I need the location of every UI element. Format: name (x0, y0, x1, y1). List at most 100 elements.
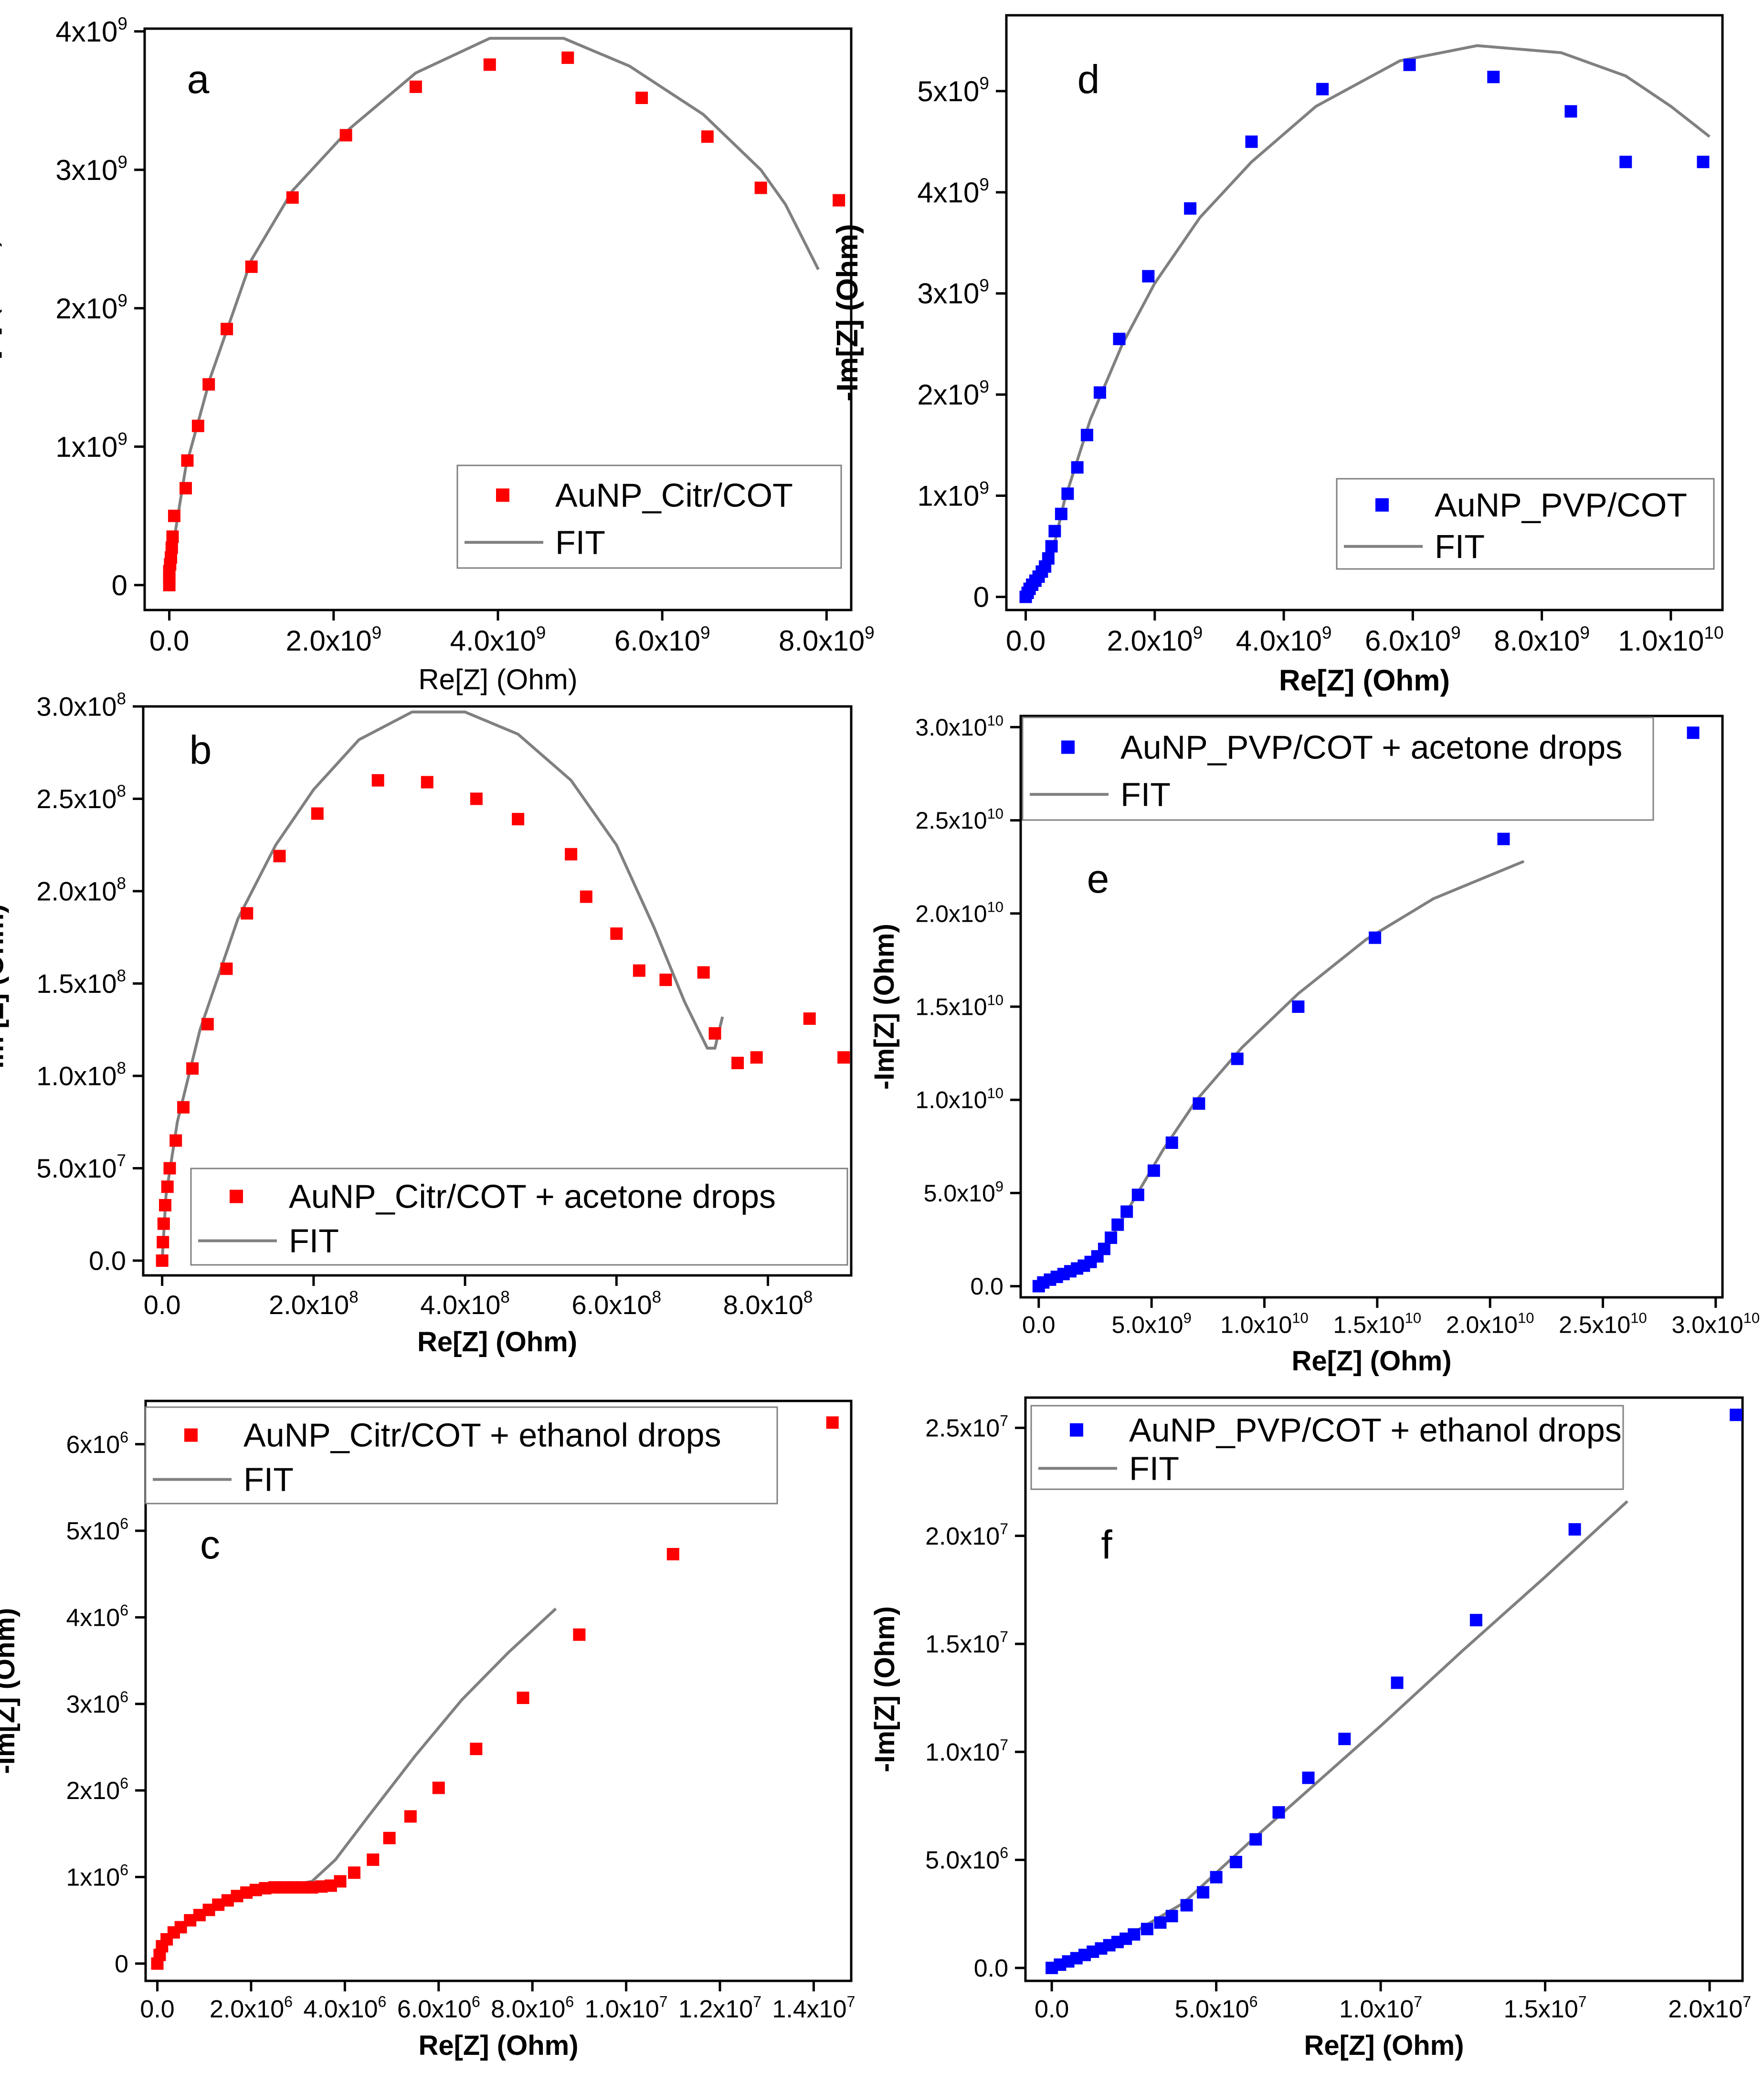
legend: AuNP_Citr/COT FIT (456, 464, 842, 569)
legend-box (1336, 478, 1715, 570)
legend-data-label: AuNP_PVP/COT + ethanol drops (1129, 1411, 1622, 1449)
legend-fit-label: FIT (289, 1222, 339, 1260)
data-point (157, 1236, 169, 1249)
y-axis-label: -Im[Z] (Ohm) (0, 237, 2, 401)
y-tick-label: 5.0x107 (36, 1151, 126, 1183)
y-tick-label: 1.5x1010 (915, 992, 1003, 1021)
x-tick-label: 0.0 (1006, 625, 1046, 657)
x-tick-label: 1.0x1010 (1220, 1310, 1309, 1338)
data-point (1245, 135, 1258, 148)
plot-frame (142, 705, 853, 1277)
x-tick-label: 0.0 (144, 1290, 181, 1320)
legend-fit-label: FIT (1435, 528, 1485, 565)
x-tick-label: 2.0x109 (285, 623, 381, 657)
x-tick-label: 2.0x1010 (1446, 1310, 1534, 1338)
x-tick-label: 6.0x109 (1365, 623, 1461, 657)
data-point (432, 1781, 445, 1794)
data-point (1165, 1136, 1178, 1149)
y-tick-label: 4x109 (917, 175, 989, 209)
x-tick-label: 1.5x107 (1504, 1993, 1587, 2023)
data-point (1165, 1910, 1178, 1923)
y-tick-label: 3x106 (66, 1688, 128, 1718)
x-tick-label: 8.0x109 (779, 623, 875, 657)
data-point (165, 541, 178, 554)
data-point (245, 260, 258, 273)
data-point (1369, 931, 1382, 944)
data-point (1141, 1923, 1153, 1936)
x-tick-label: 1.0x107 (585, 1993, 668, 2023)
data-point (1111, 1218, 1124, 1231)
data-point (421, 776, 433, 789)
x-axis-label: Re[Z] (Ohm) (1279, 664, 1450, 697)
data-point (166, 530, 179, 543)
data-point (754, 181, 767, 194)
data-point (1045, 540, 1058, 553)
y-tick-label: 1.5x107 (925, 1628, 1008, 1658)
data-point (1469, 1614, 1482, 1627)
data-point (1302, 1771, 1315, 1784)
y-axis-label: -Im[Z] (Ohm) (869, 924, 900, 1090)
legend: AuNP_Citr/COT + ethanol drops FIT (145, 1406, 778, 1505)
x-tick-label: 6.0x108 (572, 1288, 662, 1320)
data-point (565, 848, 578, 861)
data-point (1316, 83, 1329, 95)
data-point (1184, 202, 1197, 215)
x-tick-label: 4.0x109 (450, 623, 546, 657)
y-tick-label: 2.0x1010 (915, 898, 1003, 927)
legend-fit-label: FIT (1120, 776, 1171, 813)
legend-data-label: AuNP_Citr/COT + ethanol drops (243, 1417, 721, 1454)
panel-letter: d (1077, 57, 1100, 102)
data-point (837, 1051, 850, 1064)
y-tick-label: 3x109 (917, 276, 989, 310)
data-point (383, 1831, 396, 1844)
data-point (1487, 71, 1500, 84)
data-point (1080, 429, 1093, 442)
data-point (1131, 1189, 1144, 1201)
y-tick-label: 5.0x109 (924, 1178, 1003, 1207)
data-point (221, 323, 233, 336)
y-tick-label: 0.0 (974, 1955, 1008, 1982)
y-tick-label: 5.0x106 (925, 1844, 1008, 1874)
panel-letter: c (200, 1522, 220, 1567)
data-point (666, 1547, 679, 1560)
data-point (168, 509, 180, 522)
x-tick-label: 8.0x106 (491, 1993, 574, 2023)
data-point (1120, 1205, 1133, 1218)
y-tick-label: 1x109 (55, 429, 127, 463)
legend-box (1022, 716, 1654, 821)
y-tick-label: 4x106 (66, 1602, 128, 1632)
data-point (1113, 333, 1126, 346)
legend-marker (1061, 740, 1075, 754)
data-point (191, 420, 204, 432)
data-point (241, 907, 254, 920)
x-tick-label: 2.0x106 (210, 1993, 293, 2023)
y-tick-label: 1.0x107 (925, 1736, 1008, 1766)
legend-data-label: AuNP_PVP/COT + acetone drops (1120, 728, 1622, 766)
legend-marker (230, 1189, 243, 1203)
data-point (1061, 487, 1074, 500)
panel-letter: f (1101, 1522, 1112, 1567)
panel-letter: a (187, 57, 210, 102)
data-point (311, 807, 324, 820)
data-point (1128, 1928, 1141, 1941)
x-tick-label: 0.0 (140, 1996, 174, 2023)
data-point (1391, 1676, 1404, 1689)
y-tick-label: 2.5x108 (36, 782, 126, 814)
plot-frame (1005, 14, 1724, 611)
fit-line (1038, 860, 1525, 1288)
data-point (177, 1101, 190, 1114)
y-tick-label: 2.5x107 (925, 1412, 1008, 1442)
legend-data-label: AuNP_PVP/COT (1435, 486, 1687, 524)
y-axis-label: -Im[Z] (Ohm) (831, 224, 864, 401)
x-tick-label: 2.5x1010 (1559, 1310, 1647, 1338)
data-point (1105, 1231, 1118, 1244)
y-tick-label: 5x106 (66, 1515, 128, 1545)
data-point (1730, 1409, 1743, 1421)
y-tick-label: 2.0x108 (36, 874, 126, 906)
data-point (186, 1062, 199, 1075)
data-point (367, 1853, 380, 1866)
y-tick-label: 0.0 (970, 1273, 1003, 1300)
data-point (1697, 156, 1710, 168)
x-tick-label: 1.0x1010 (1618, 623, 1723, 657)
